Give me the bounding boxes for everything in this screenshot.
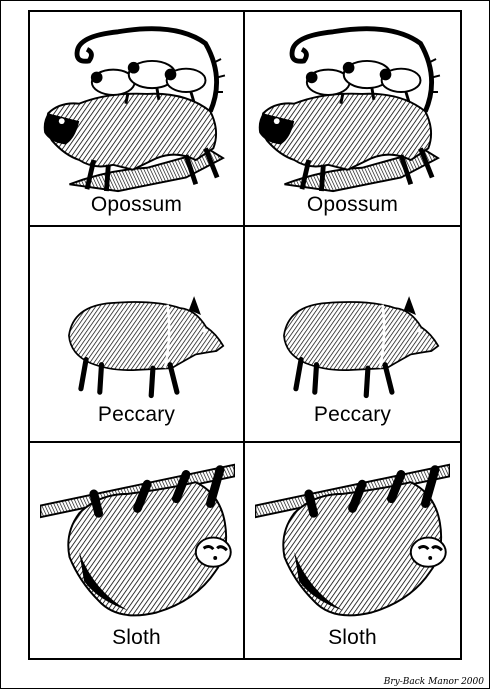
card-sloth-right: Sloth: [245, 443, 460, 658]
card-grid: Opossum Opossum Peccary Peccary Sloth Sl…: [28, 10, 462, 660]
card-label: Opossum: [90, 193, 183, 217]
card-sloth-left: Sloth: [30, 442, 245, 658]
card-opossum-left: Opossum: [30, 12, 245, 228]
card-peccary-left: Peccary: [30, 227, 245, 443]
card-label: Peccary: [313, 402, 392, 426]
peccary-illustration-icon: [255, 267, 450, 417]
card-label: Sloth: [112, 625, 161, 649]
opossum-illustration-icon: [255, 24, 450, 194]
card-label: Peccary: [97, 402, 176, 426]
opossum-illustration-icon: [40, 24, 235, 194]
sloth-illustration-icon: [40, 455, 235, 625]
credit-text: Bry-Back Manor 2000: [383, 677, 484, 687]
card-label: Sloth: [328, 625, 377, 649]
card-label: Opossum: [306, 193, 399, 217]
sloth-illustration-icon: [255, 455, 450, 625]
card-opossum-right: Opossum: [245, 12, 460, 228]
card-peccary-right: Peccary: [245, 227, 460, 443]
peccary-illustration-icon: [40, 267, 235, 417]
